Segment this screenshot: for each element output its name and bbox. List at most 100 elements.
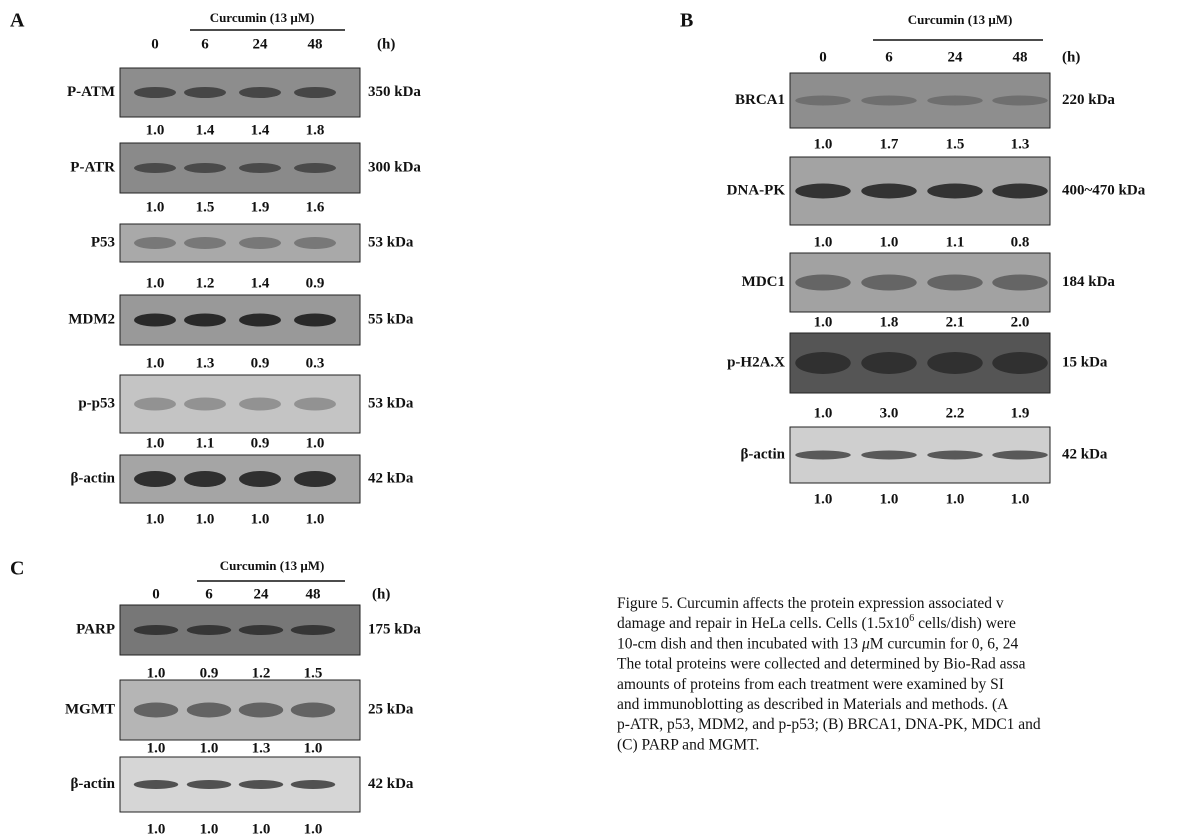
timepoint: 48 [306, 586, 321, 602]
band [294, 87, 336, 98]
figure: A Curcumin (13 μM) 0 6 24 48 (h) P-ATM 350 kDa 1.… [0, 0, 1188, 837]
caption-text: cells/dish) were [914, 615, 1016, 632]
density-value: 1.0 [146, 355, 165, 371]
density-value: 1.8 [306, 122, 325, 138]
density-value: 2.2 [946, 405, 965, 421]
size-label: 55 kDa [368, 311, 414, 327]
size-label: 350 kDa [368, 84, 421, 100]
density-value: 1.4 [196, 122, 215, 138]
band [134, 625, 179, 635]
density-value: 1.5 [196, 199, 215, 215]
band [795, 451, 850, 460]
timepoint: 6 [885, 49, 893, 65]
band [294, 398, 336, 411]
protein-label: MGMT [65, 701, 115, 717]
size-label: 42 kDa [368, 470, 414, 486]
density-value: 1.0 [304, 740, 323, 756]
size-label: 15 kDa [1062, 354, 1108, 370]
band [992, 352, 1047, 374]
band [239, 703, 284, 718]
density-value: 1.0 [814, 314, 833, 330]
caption-line: Figure 5. Curcumin affects the protein e… [617, 595, 1004, 612]
size-label: 300 kDa [368, 159, 421, 175]
protein-label: β-actin [740, 446, 785, 462]
band [992, 451, 1047, 460]
band [239, 314, 281, 327]
band [294, 471, 336, 487]
protein-label: P53 [91, 234, 115, 250]
size-label: 220 kDa [1062, 92, 1115, 108]
caption-text: (C) PARP and MGMT. [617, 736, 759, 753]
density-value: 0.9 [251, 355, 270, 371]
band [861, 96, 916, 106]
density-value: 1.0 [814, 136, 833, 152]
protein-label: p-p53 [78, 395, 115, 411]
density-value: 1.0 [147, 740, 166, 756]
protein-label: P-ATR [70, 159, 115, 175]
density-value: 1.8 [880, 314, 899, 330]
density-value: 1.3 [1011, 136, 1030, 152]
band [927, 451, 982, 460]
band [184, 237, 226, 249]
protein-label: BRCA1 [735, 92, 785, 108]
density-value: 1.2 [252, 665, 271, 681]
caption-line: The total proteins were collected and de… [617, 655, 1026, 672]
timepoint: 0 [819, 49, 827, 65]
caption-line: p-ATR, p53, MDM2, and p-p53; (B) BRCA1, … [617, 716, 1041, 733]
caption-line: damage and repair in HeLa cells. Cells (… [617, 613, 1016, 632]
size-label: 53 kDa [368, 234, 414, 250]
band [861, 451, 916, 460]
band [184, 314, 226, 327]
size-label: 175 kDa [368, 621, 421, 637]
density-value: 1.0 [146, 435, 165, 451]
density-value: 1.0 [306, 435, 325, 451]
density-value: 1.4 [251, 275, 270, 291]
density-value: 1.0 [304, 821, 323, 837]
timepoint: 24 [254, 586, 270, 602]
band [795, 96, 850, 106]
density-value: 1.6 [306, 199, 325, 215]
density-value: 1.0 [147, 665, 166, 681]
protein-label: DNA-PK [727, 182, 786, 198]
density-value: 1.0 [252, 821, 271, 837]
time-unit: (h) [1062, 49, 1080, 65]
band [927, 96, 982, 106]
band [134, 163, 176, 173]
band [795, 184, 850, 199]
treatment-label: Curcumin (13 μM) [220, 558, 325, 573]
band [239, 471, 281, 487]
band [861, 184, 916, 199]
band [134, 780, 179, 789]
protein-label: P-ATM [67, 84, 115, 100]
band [239, 163, 281, 173]
band [134, 471, 176, 487]
band [187, 780, 232, 789]
caption-line: (C) PARP and MGMT. [617, 736, 759, 753]
caption-line: and immunoblotting as described in Mater… [617, 696, 1009, 713]
caption-text: amounts of proteins from each treatment … [617, 675, 1004, 692]
density-value: 1.7 [880, 136, 899, 152]
band [239, 398, 281, 411]
density-value: 1.1 [196, 435, 215, 451]
panel-letter: A [10, 10, 25, 32]
band [927, 352, 982, 374]
density-value: 1.0 [200, 740, 219, 756]
band [861, 275, 916, 291]
band [861, 352, 916, 374]
band [795, 352, 850, 374]
band [927, 184, 982, 199]
density-value: 1.0 [880, 491, 899, 507]
caption-text: μ [861, 635, 870, 652]
band [187, 625, 232, 635]
density-value: 1.1 [946, 234, 965, 250]
timepoint: 0 [151, 36, 159, 52]
band [184, 398, 226, 411]
band [795, 275, 850, 291]
density-value: 0.8 [1011, 234, 1030, 250]
caption-line: 10-cm dish and then incubated with 13 μM… [617, 635, 1018, 652]
protein-label: MDC1 [742, 274, 785, 290]
density-value: 1.5 [304, 665, 323, 681]
band [184, 87, 226, 98]
size-label: 42 kDa [368, 776, 414, 792]
band [239, 237, 281, 249]
